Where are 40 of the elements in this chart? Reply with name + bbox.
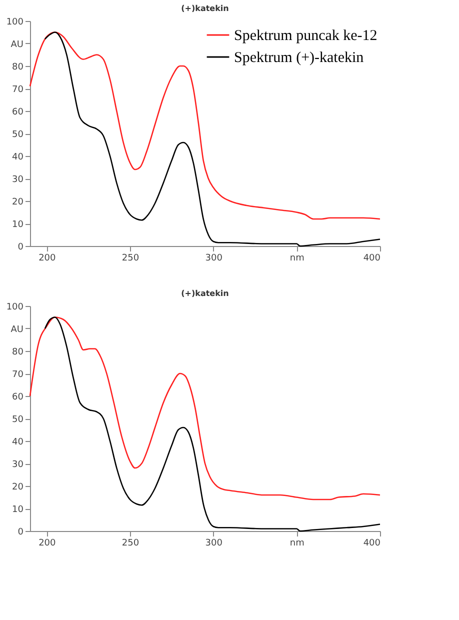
- legend-label: Spektrum (+)-katekin: [234, 50, 364, 66]
- y-tick-label: 40: [12, 152, 24, 162]
- line-series: [29, 316, 381, 500]
- chart-title: (+)katekin: [181, 289, 230, 298]
- y-tick-label: 70: [12, 85, 24, 95]
- y-tick-label: 50: [12, 415, 24, 425]
- y-tick-label: 40: [12, 438, 24, 448]
- y-tick-label: 20: [12, 198, 24, 208]
- y-tick-label: AU: [10, 40, 24, 50]
- y-tick-label: 100: [6, 18, 24, 28]
- x-tick-label: 300: [205, 254, 223, 264]
- y-tick-label: 50: [12, 130, 24, 140]
- legend-label: Spektrum puncak ke-12: [234, 28, 378, 44]
- x-tick-label: nm: [290, 254, 304, 264]
- y-tick-label: 100: [6, 302, 24, 312]
- x-tick-label: 250: [122, 254, 140, 264]
- y-tick-label: 70: [12, 370, 24, 380]
- line-series: [29, 32, 381, 220]
- line-series: [44, 32, 381, 247]
- y-tick-label: 20: [12, 482, 24, 492]
- y-tick-label: 10: [12, 220, 24, 230]
- y-tick-label: 30: [12, 460, 24, 470]
- x-tick-label: 200: [38, 254, 56, 264]
- line-series: [44, 316, 381, 532]
- y-tick-label: 10: [12, 505, 24, 515]
- y-tick-label: AU: [10, 325, 24, 335]
- x-tick-label: 200: [38, 538, 56, 548]
- y-tick-label: 80: [12, 348, 24, 358]
- x-tick-label: 400: [363, 254, 381, 264]
- chart-title: (+)katekin: [181, 4, 230, 13]
- x-tick-label: nm: [290, 538, 304, 548]
- x-tick-label: 300: [205, 538, 223, 548]
- x-tick-label: 400: [363, 538, 381, 548]
- x-tick-label: 250: [122, 538, 140, 548]
- y-tick-label: 0: [18, 528, 24, 538]
- y-tick-label: 60: [12, 108, 24, 118]
- y-tick-label: 30: [12, 175, 24, 185]
- y-tick-label: 0: [18, 242, 24, 252]
- y-tick-label: 80: [12, 62, 24, 72]
- y-tick-label: 60: [12, 392, 24, 402]
